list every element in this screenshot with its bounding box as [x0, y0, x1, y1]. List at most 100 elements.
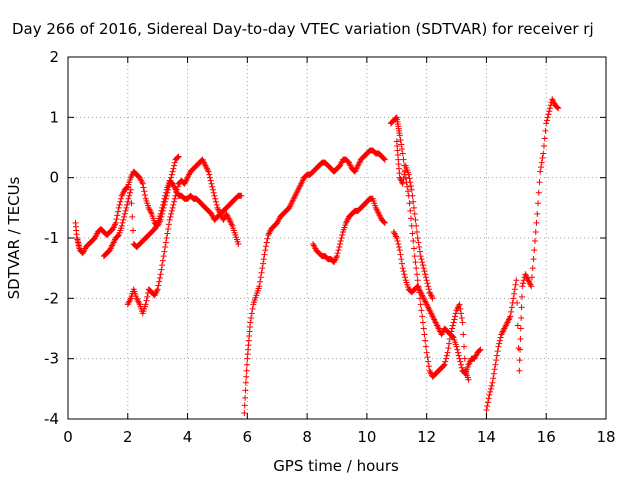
data-point: [264, 235, 271, 242]
data-point: [520, 280, 527, 287]
data-point: [417, 253, 424, 260]
data-point: [540, 150, 547, 157]
data-point: [211, 192, 218, 199]
data-point: [419, 313, 426, 320]
x-tick-label: 10: [357, 428, 376, 446]
data-point: [158, 266, 165, 273]
data-point: [334, 250, 341, 257]
data-point: [529, 274, 536, 281]
data-point: [159, 257, 166, 264]
x-tick-label: 6: [243, 428, 253, 446]
data-point: [493, 352, 500, 359]
data-point: [257, 274, 264, 281]
data-point: [420, 265, 427, 272]
data-point: [156, 278, 163, 285]
data-point: [460, 331, 467, 338]
data-point: [169, 168, 176, 175]
data-point: [528, 283, 535, 290]
data-point: [496, 340, 503, 347]
data-point: [487, 388, 494, 395]
data-point: [465, 376, 472, 383]
data-point: [449, 325, 456, 332]
x-tick-label: 18: [596, 428, 615, 446]
data-point: [513, 277, 520, 284]
data-point: [140, 184, 147, 191]
data-point: [410, 198, 417, 205]
data-point: [423, 349, 430, 356]
data-point: [510, 295, 517, 302]
x-tick-label: 2: [123, 428, 133, 446]
data-point: [554, 104, 561, 111]
data-point: [263, 243, 270, 250]
data-point: [517, 325, 524, 332]
data-point: [243, 361, 250, 368]
data-point: [424, 354, 431, 361]
data-point: [171, 159, 178, 166]
data-point: [338, 235, 345, 241]
data-point: [399, 150, 406, 157]
data-point: [419, 262, 426, 269]
data-point: [209, 186, 216, 193]
data-point: [507, 313, 514, 320]
data-point: [171, 195, 178, 202]
data-point: [263, 239, 270, 246]
data-point: [113, 216, 120, 223]
data-point: [424, 280, 431, 287]
data-point: [407, 215, 414, 222]
x-tick-label: 14: [477, 428, 496, 446]
data-point: [489, 379, 496, 386]
data-point: [172, 192, 179, 199]
data-point: [422, 337, 429, 344]
data-point: [512, 281, 519, 288]
data-point: [162, 244, 169, 251]
data-point: [545, 111, 552, 118]
x-axis-label: GPS time / hours: [273, 457, 399, 475]
data-point: [490, 370, 497, 377]
data-point: [544, 114, 551, 121]
data-point: [491, 366, 498, 373]
data-point: [162, 189, 169, 196]
data-point: [423, 277, 430, 284]
data-point: [241, 409, 248, 416]
data-point: [407, 207, 414, 214]
data-point: [261, 251, 268, 258]
y-tick-label: -3: [44, 350, 59, 368]
data-point: [519, 283, 526, 290]
data-point: [409, 230, 416, 237]
data-point: [456, 355, 463, 362]
series-track-h: [393, 138, 436, 302]
data-point: [461, 355, 468, 362]
data-point: [411, 253, 418, 260]
data-point: [212, 198, 219, 205]
data-point: [508, 304, 515, 311]
data-point: [413, 271, 420, 278]
data-point: [337, 238, 344, 245]
data-point: [425, 363, 432, 370]
data-point: [412, 259, 419, 266]
data-point: [115, 208, 122, 215]
data-point: [421, 268, 428, 275]
data-point: [112, 219, 119, 226]
data-point: [119, 219, 126, 226]
data-point: [452, 313, 459, 320]
data-point: [407, 179, 414, 186]
data-point: [399, 180, 406, 187]
data-point: [235, 241, 242, 248]
data-point: [141, 192, 148, 199]
data-point: [400, 176, 407, 183]
data-point: [394, 238, 401, 245]
data-point: [209, 183, 216, 190]
data-point: [124, 198, 131, 205]
data-point: [535, 189, 542, 196]
data-point: [396, 244, 403, 251]
data-point: [156, 274, 163, 281]
data-point: [483, 406, 490, 413]
y-tick-label: -2: [44, 289, 59, 307]
data-point: [141, 188, 148, 195]
y-tick-label: 2: [49, 48, 59, 66]
x-tick-label: 4: [183, 428, 193, 446]
data-point: [441, 361, 448, 368]
data-point: [488, 382, 495, 389]
data-point: [457, 358, 464, 365]
data-point: [517, 336, 524, 343]
